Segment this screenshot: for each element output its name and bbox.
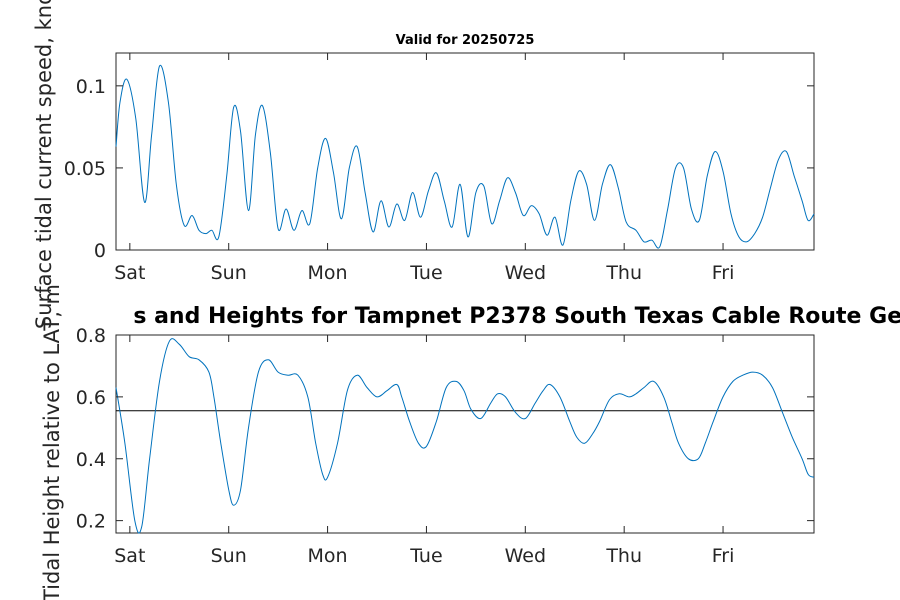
tidal-height-panel: 0.2 0.4 0.6 0.8 Sat Sun Mon Tue Wed Thu Fri s and… [40, 284, 900, 600]
tidal-height-title: s and Heights for Tampnet P2378 South Te… [133, 304, 900, 329]
tidal-height-x-tick-label: Thu [605, 545, 642, 567]
current-speed-series-line [115, 64, 815, 249]
current-speed-y-tick-label: 0.1 [76, 76, 106, 98]
tidal-height-series-line [115, 338, 815, 534]
tidal-height-y-tick-label: 0.4 [76, 449, 106, 471]
current-speed-y-tick-label: 0.05 [64, 158, 106, 180]
tidal-height-y-tick-label: 0.6 [76, 387, 106, 409]
tidal-height-y-tick-label: 0.8 [76, 325, 106, 347]
current-speed-panel: 0 0.05 0.1 Sat Sun Mon Tue Wed Thu Fri Valid for… [32, 0, 815, 329]
current-speed-title: Valid for 20250725 [396, 33, 535, 48]
tidal-height-x-ticks: Sat Sun Mon Tue Wed Thu Fri [114, 335, 734, 567]
current-speed-x-tick-label: Wed [505, 262, 546, 284]
current-speed-x-tick-label: Sat [114, 262, 145, 284]
current-speed-x-tick-label: Fri [712, 262, 735, 284]
tidal-height-x-tick-label: Wed [505, 545, 546, 567]
tidal-height-y-axis-label: Tidal Height relative to LAT, m [40, 284, 64, 600]
current-speed-y-tick-label: 0 [94, 240, 106, 262]
current-speed-y-axis-label: Surface tidal current speed, knots [32, 0, 56, 329]
tidal-height-y-ticks: 0.2 0.4 0.6 0.8 [76, 325, 814, 533]
current-speed-x-ticks: Sat Sun Mon Tue Wed Thu Fri [114, 53, 734, 284]
tidal-height-x-tick-label: Mon [308, 545, 348, 567]
current-speed-y-ticks: 0 0.05 0.1 [64, 76, 814, 262]
tidal-height-x-tick-label: Sun [211, 545, 247, 567]
tidal-height-x-tick-label: Sat [114, 545, 145, 567]
tidal-height-plot-area [115, 334, 815, 534]
current-speed-x-tick-label: Tue [409, 262, 442, 284]
current-speed-x-tick-label: Sun [211, 262, 247, 284]
tidal-height-x-tick-label: Fri [712, 545, 735, 567]
current-speed-x-tick-label: Mon [308, 262, 348, 284]
tidal-height-x-tick-label: Tue [409, 545, 442, 567]
current-speed-x-tick-label: Thu [605, 262, 642, 284]
tidal-height-y-tick-label: 0.2 [76, 511, 106, 533]
